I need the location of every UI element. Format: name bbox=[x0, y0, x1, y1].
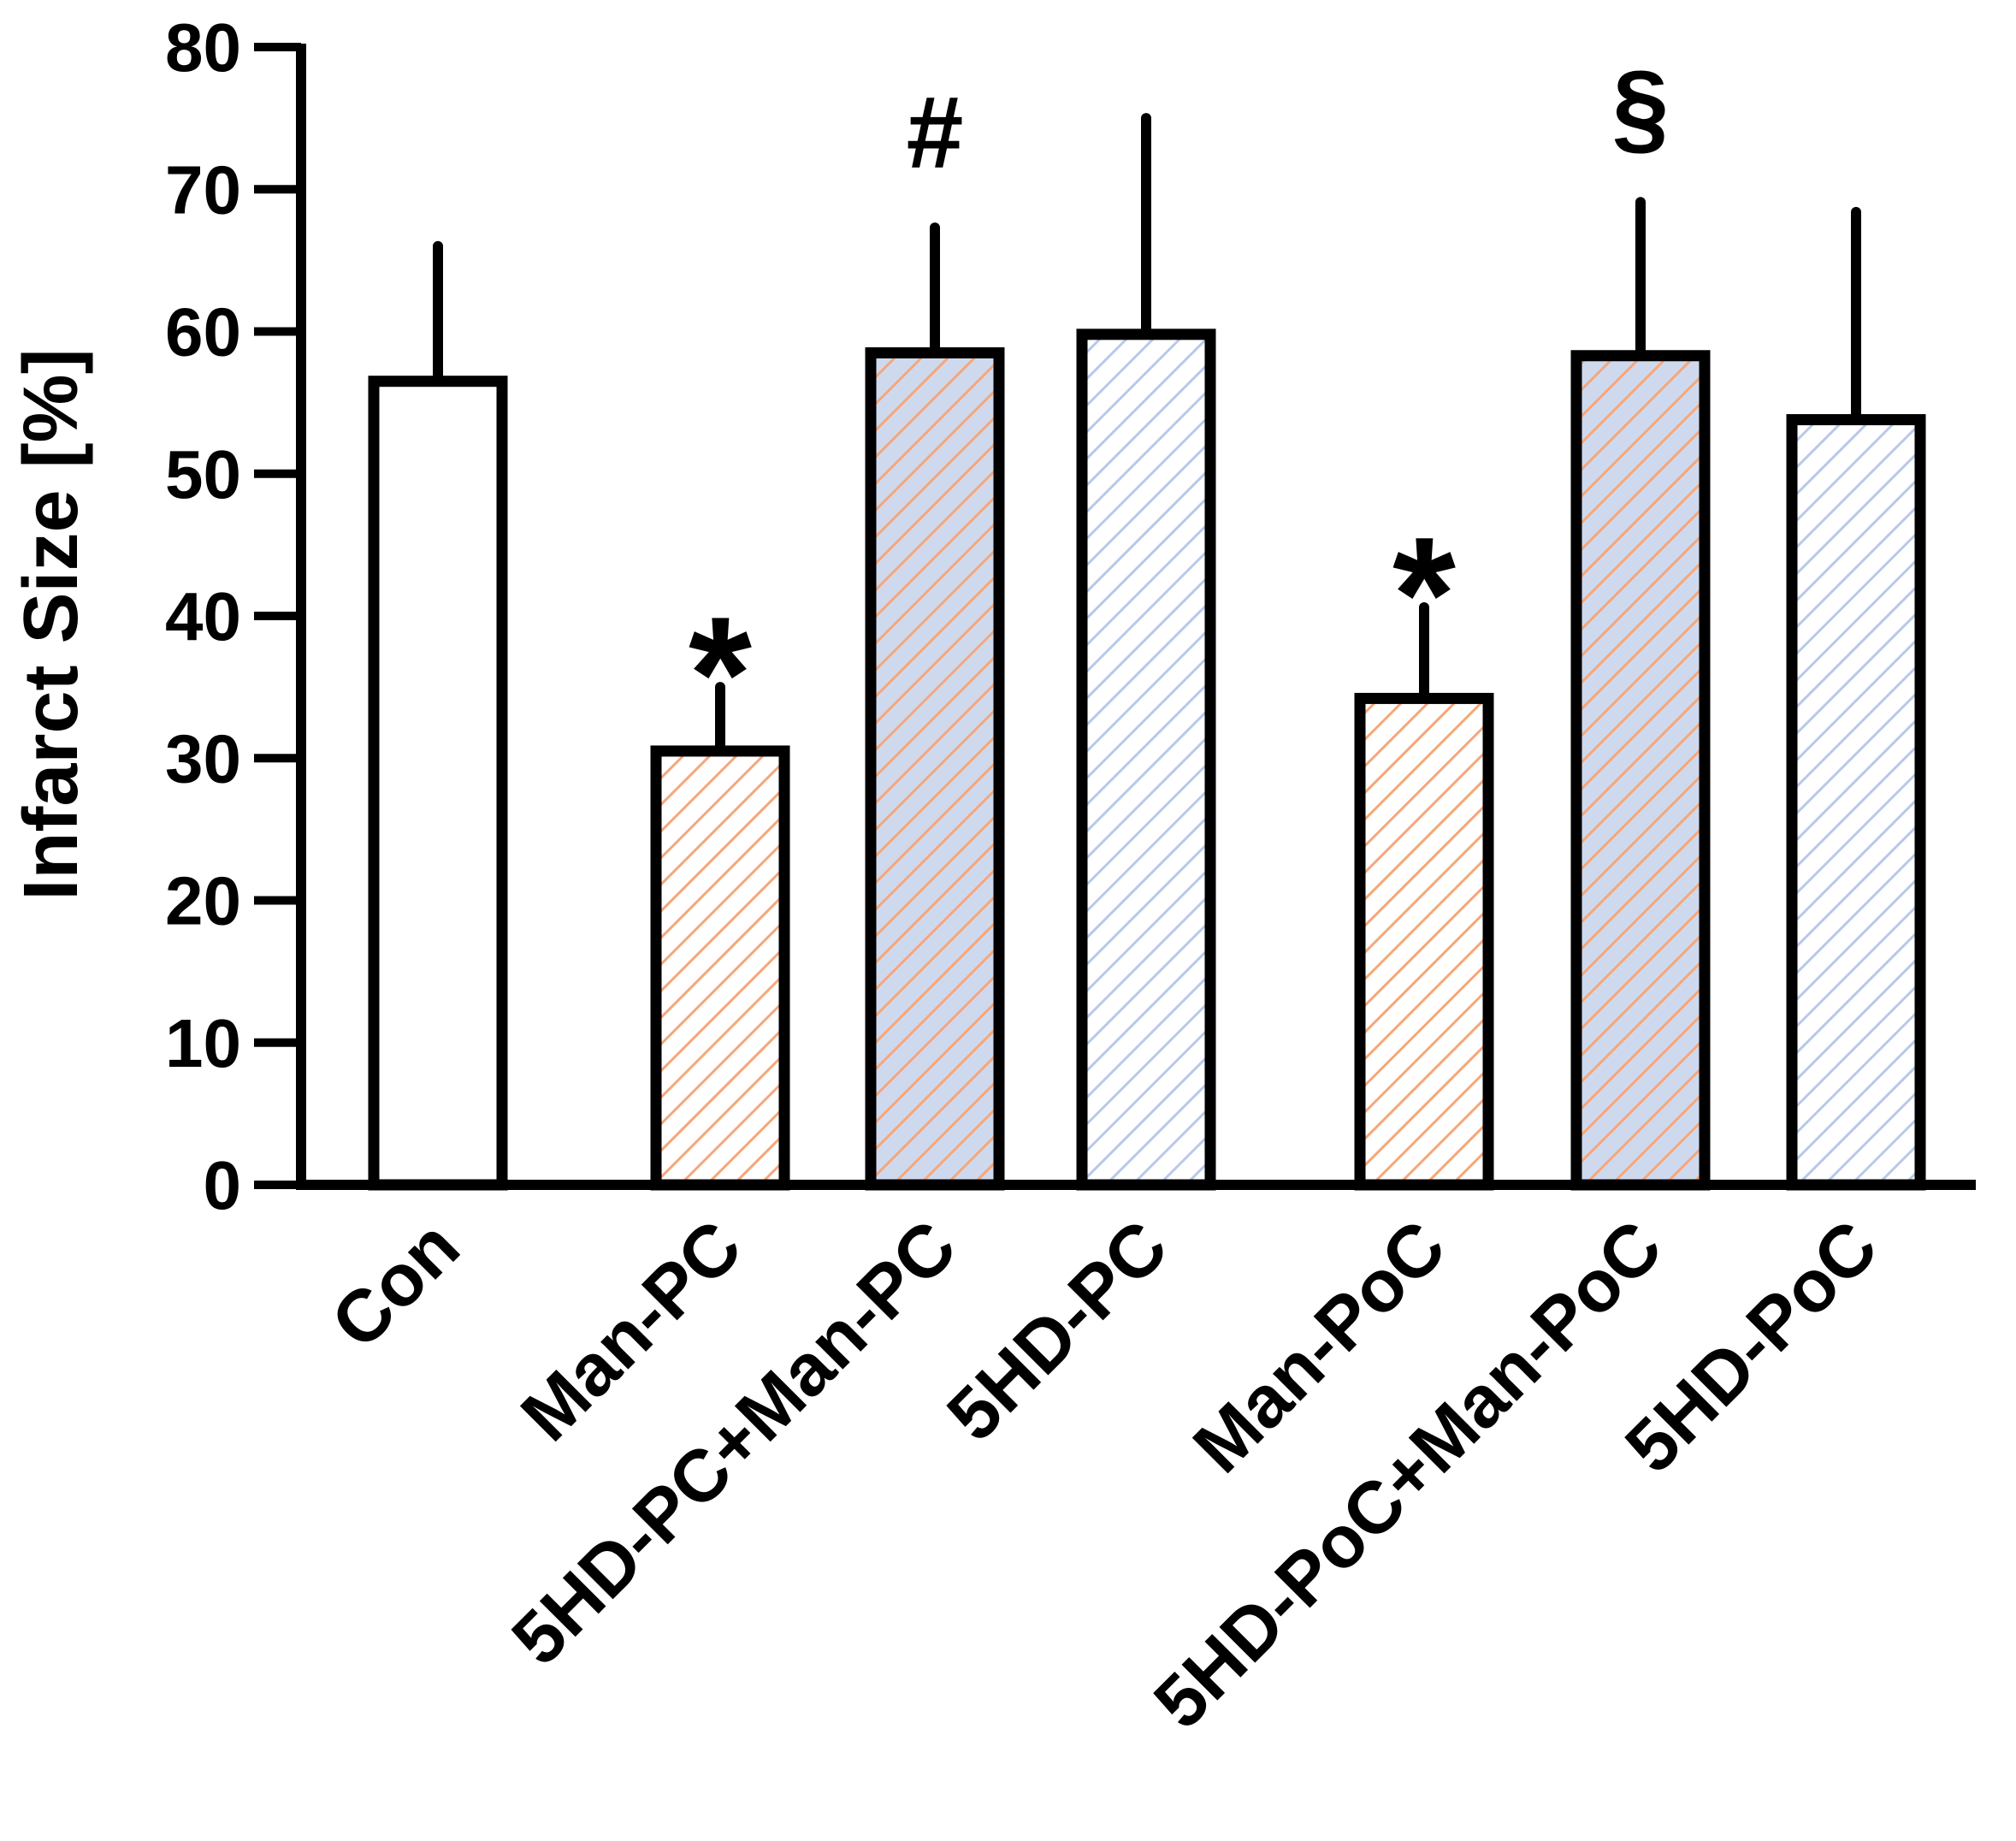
bar-5hd-pc bbox=[1076, 329, 1216, 1191]
y-axis: 0 10 20 30 40 50 60 70 80 bbox=[165, 9, 306, 1223]
y-tick-label: 20 bbox=[165, 863, 241, 939]
significance-marker: # bbox=[907, 75, 964, 190]
y-tick-label: 60 bbox=[165, 294, 241, 370]
significance-marker: § bbox=[1612, 50, 1670, 164]
y-tick-label: 0 bbox=[204, 1147, 242, 1223]
x-tick-label: 5HD-PC bbox=[931, 1205, 1183, 1457]
category-labels: Con Man-PC5HD-PC+Man-PC5HD-PCMan-PoC5HD-P… bbox=[316, 1205, 1893, 1744]
error-bars bbox=[433, 113, 1861, 756]
bar-5hd-poc-man-poc bbox=[1570, 350, 1711, 1191]
bar-man-pc bbox=[650, 745, 790, 1191]
bar-con bbox=[368, 376, 508, 1191]
y-tick-label: 10 bbox=[165, 1005, 241, 1081]
bar-5hd-pc-man-pc bbox=[865, 346, 1005, 1191]
y-tick-label: 30 bbox=[165, 720, 241, 796]
x-tick-label: Con bbox=[316, 1205, 475, 1364]
significance-marker: * bbox=[1392, 504, 1456, 685]
y-tick-label: 40 bbox=[165, 578, 241, 654]
y-tick-label: 70 bbox=[165, 151, 241, 228]
bars bbox=[368, 329, 1926, 1191]
significance-marker: * bbox=[689, 583, 752, 765]
bar-man-poc bbox=[1354, 692, 1494, 1191]
y-tick-label: 80 bbox=[165, 9, 241, 86]
y-axis-title: Infarct Size [%] bbox=[9, 348, 94, 900]
y-tick-label: 50 bbox=[165, 436, 241, 512]
bar-5hd-poc bbox=[1786, 414, 1926, 1191]
significance-markers: * # * § bbox=[689, 50, 1669, 765]
